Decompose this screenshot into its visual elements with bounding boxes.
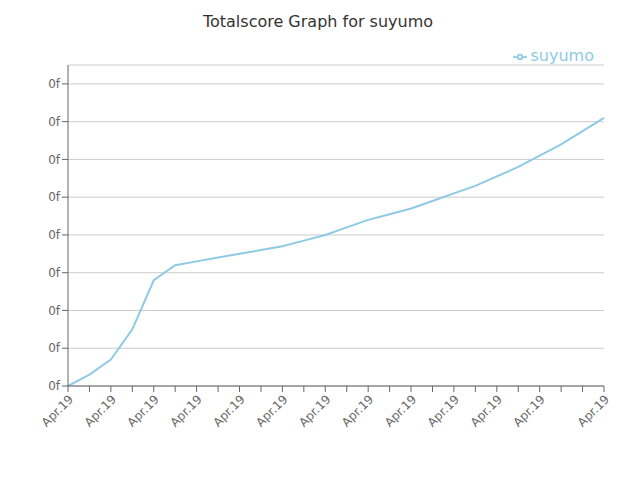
svg-text:0f: 0f (48, 228, 61, 242)
svg-text:Apr.19: Apr.19 (511, 392, 548, 429)
svg-text:0f: 0f (48, 115, 61, 129)
svg-text:Apr.19: Apr.19 (39, 392, 76, 429)
svg-text:Apr.19: Apr.19 (468, 392, 505, 429)
svg-text:Apr.19: Apr.19 (425, 392, 462, 429)
svg-text:0f: 0f (48, 77, 61, 91)
svg-text:0f: 0f (48, 153, 61, 167)
svg-text:0f: 0f (48, 341, 61, 355)
svg-text:Apr.19: Apr.19 (82, 392, 119, 429)
svg-text:Apr.19: Apr.19 (575, 392, 612, 429)
svg-text:Apr.19: Apr.19 (382, 392, 419, 429)
svg-text:0f: 0f (48, 190, 61, 204)
svg-text:0f: 0f (48, 266, 61, 280)
svg-text:Apr.19: Apr.19 (253, 392, 290, 429)
html-text:suyumo: suyumo (530, 46, 594, 65)
svg-text:Apr.19: Apr.19 (125, 392, 162, 429)
svg-text:0f: 0f (48, 379, 61, 393)
svg-text:Apr.19: Apr.19 (339, 392, 376, 429)
svg-text:Apr.19: Apr.19 (296, 392, 333, 429)
svg-text:0f: 0f (48, 304, 61, 318)
svg-text:Apr.19: Apr.19 (167, 392, 204, 429)
svg-text:Apr.19: Apr.19 (210, 392, 247, 429)
html-text:Totalscore Graph for suyumo: Totalscore Graph for suyumo (202, 12, 434, 31)
